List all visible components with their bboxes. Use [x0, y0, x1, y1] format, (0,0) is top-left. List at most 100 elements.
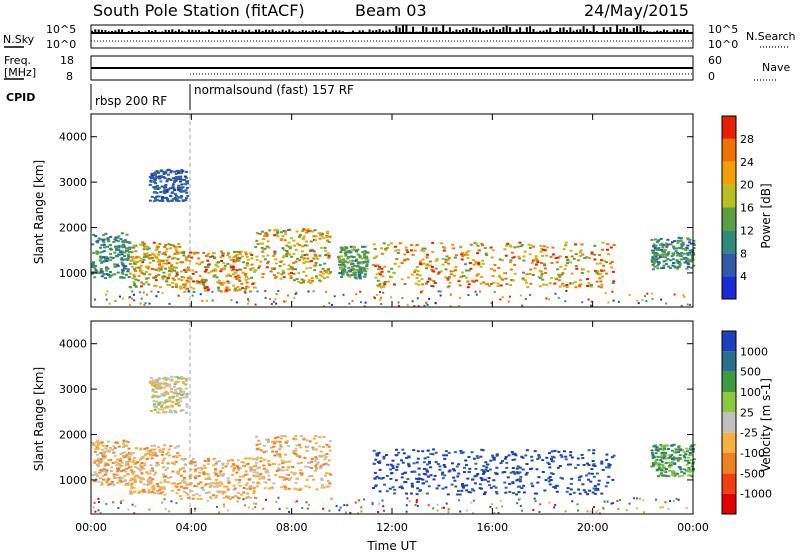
echo-cell	[163, 382, 167, 385]
echo-cell	[154, 285, 158, 288]
noise-cell	[564, 510, 567, 513]
nsky-spike	[218, 29, 221, 33]
echo-cell	[666, 238, 670, 241]
echo-cell	[597, 254, 601, 256]
echo-cell	[246, 262, 249, 265]
echo-cell	[407, 455, 411, 458]
echo-cell	[667, 448, 670, 451]
echo-cell	[197, 257, 201, 260]
echo-cell	[203, 285, 207, 288]
noise-cell	[604, 292, 607, 295]
echo-cell	[403, 253, 407, 256]
noise-cell	[338, 509, 341, 512]
echo-cell	[351, 265, 355, 268]
nsky-spike	[274, 31, 277, 33]
echo-cell	[476, 273, 480, 276]
echo-cell	[466, 257, 470, 260]
echo-cell	[314, 456, 318, 459]
echo-cell	[342, 264, 346, 267]
echo-cell	[687, 260, 690, 263]
echo-cell	[153, 179, 157, 181]
echo-cell	[182, 470, 186, 473]
echo-cell	[231, 474, 235, 476]
echo-cell	[351, 256, 355, 258]
echo-cell	[547, 463, 551, 466]
nsky-spike	[211, 31, 214, 33]
nsky-spike	[622, 26, 625, 33]
echo-cell	[657, 263, 661, 266]
echo-cell	[548, 452, 551, 455]
noise-cell	[662, 506, 664, 509]
echo-cell	[155, 489, 159, 492]
echo-cell	[304, 465, 308, 468]
echo-cell	[471, 478, 475, 481]
noise-cell	[306, 507, 309, 510]
echo-cell	[275, 229, 279, 232]
echo-cell	[311, 279, 315, 282]
echo-cell	[585, 462, 589, 465]
echo-cell	[667, 475, 671, 478]
echo-cell	[184, 387, 188, 390]
echo-cell	[102, 260, 106, 263]
echo-cell	[152, 268, 156, 271]
echo-cell	[401, 461, 405, 464]
echo-cell	[181, 409, 185, 412]
echo-cell	[654, 257, 658, 260]
noise-cell	[168, 302, 171, 305]
echo-cell	[677, 466, 681, 469]
echo-cell	[569, 249, 573, 252]
echo-cell	[455, 465, 459, 468]
echo-cell	[671, 252, 675, 255]
echo-cell	[574, 253, 578, 256]
echo-cell	[256, 467, 260, 470]
echo-cell	[417, 467, 421, 470]
echo-cell	[125, 467, 129, 470]
echo-cell	[157, 489, 161, 492]
echo-cell	[557, 450, 561, 453]
echo-cell	[237, 469, 241, 472]
freq-tick-bottom: 8	[66, 70, 73, 83]
echo-cell	[150, 444, 154, 447]
echo-cell	[192, 287, 196, 290]
echo-cell	[686, 253, 690, 256]
nsky-spike	[689, 31, 692, 33]
echo-cell	[578, 279, 582, 282]
echo-cell	[106, 257, 110, 260]
echo-cell	[109, 446, 112, 449]
echo-cell	[589, 283, 593, 286]
noise-cell	[277, 290, 280, 292]
echo-cell	[659, 237, 663, 240]
echo-cell	[423, 247, 427, 250]
noise-cell	[501, 505, 503, 508]
echo-cell	[288, 253, 292, 256]
echo-cell	[171, 183, 175, 186]
echo-cell	[426, 475, 430, 478]
echo-cell	[657, 475, 660, 478]
echo-cell	[290, 237, 293, 240]
echo-cell	[105, 469, 109, 472]
echo-cell	[182, 254, 186, 257]
echo-cell	[519, 475, 523, 478]
echo-cell	[581, 457, 585, 460]
echo-cell	[169, 445, 173, 448]
echo-cell	[322, 486, 326, 489]
echo-cell	[461, 485, 465, 488]
echo-cell	[466, 254, 470, 257]
echo-cell	[318, 237, 322, 240]
echo-cell	[169, 270, 173, 273]
echo-cell	[167, 262, 171, 265]
echo-cell	[281, 235, 285, 238]
echo-cell	[280, 486, 284, 489]
echo-cell	[436, 463, 440, 465]
echo-cell	[440, 473, 444, 476]
echo-cell	[169, 195, 173, 198]
noise-cell	[532, 509, 535, 511]
noise-cell	[554, 503, 557, 506]
y-tick-label: 1000	[59, 267, 87, 280]
noise-cell	[447, 511, 450, 514]
nsky-spike	[455, 29, 458, 33]
nsky-spike	[686, 29, 689, 33]
echo-cell	[287, 473, 291, 476]
nsky-spike	[221, 29, 224, 33]
nsky-spike	[569, 27, 572, 33]
